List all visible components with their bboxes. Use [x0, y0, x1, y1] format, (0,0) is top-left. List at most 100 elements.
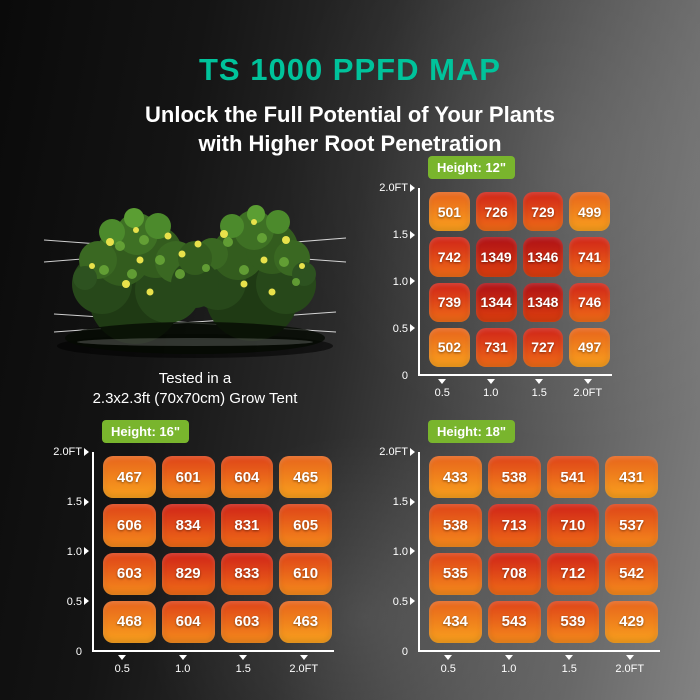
ppfd-value-cell: 601	[161, 456, 215, 499]
plant-photo: Tested in a 2.3x2.3ft (70x70cm) Grow Ten…	[40, 166, 350, 408]
y-axis-tick-icon	[410, 596, 415, 605]
x-axis-tick-label: 1.0	[501, 663, 517, 675]
ppfd-value-cell: 742	[429, 237, 470, 277]
x-axis-tick-icon	[535, 379, 544, 384]
ppfd-value-cell: 538	[429, 504, 482, 547]
ppfd-value-cell: 542	[605, 552, 658, 595]
y-axis-tick-label: 1.5	[392, 229, 408, 241]
x-axis-tick-label: 2.0FT	[573, 387, 603, 399]
ppfd-value-cell: 603	[103, 552, 156, 595]
x-axis-tick-icon	[583, 379, 592, 384]
y-axis-tick-icon	[410, 547, 415, 555]
ppfd-value-cell: 834	[161, 504, 215, 547]
y-axis-tick-label: 1.5	[66, 496, 82, 508]
flower-dots	[89, 219, 305, 296]
y-axis-tick-label: 1.0	[66, 546, 82, 558]
x-axis-labels: 0.5 1.0 1.5 2.0FT	[418, 378, 612, 402]
height-badge: Height: 16"	[102, 420, 190, 443]
ppfd-value-cell: 501	[429, 192, 470, 232]
plot-row: 2.0FT 1.5 1.0 0.5 0 467 601 604 465 606 834 831 605…	[50, 446, 334, 658]
ppfd-chart-height-12: Height: 12" 2.0FT 1.5 1.0 0.5 0 501 726 729 499…	[376, 156, 612, 402]
x-axis-tick-label: 1.5	[561, 663, 577, 675]
ppfd-value-cell: 831	[220, 504, 274, 547]
y-axis-tick-label: 0	[75, 646, 82, 658]
plant-illustration	[43, 205, 347, 358]
height-badge: Height: 12"	[428, 156, 516, 179]
x-axis-tick-label: 1.0	[175, 663, 191, 675]
y-axis-tick-icon	[410, 448, 415, 456]
y-axis-labels: 2.0FT 1.5 1.0 0.5 0	[376, 446, 418, 658]
heatmap-plot: 433 538 541 431 538 713 710 537 535 708 712 542 434 5…	[410, 448, 660, 652]
x-axis-tick-icon	[504, 655, 513, 660]
leaf-highlights	[99, 233, 300, 286]
ppfd-value-cell: 1346	[522, 237, 564, 277]
y-axis-tick-icon	[410, 497, 415, 506]
y-axis-tick-label: 2.0FT	[379, 446, 408, 458]
ppfd-value-cell: 739	[429, 282, 470, 322]
ppfd-value-cell: 468	[103, 600, 156, 643]
foliage-base-shadow	[65, 322, 325, 354]
ppfd-value-cell: 713	[487, 504, 541, 547]
ppfd-value-cell: 1344	[475, 282, 517, 322]
ppfd-value-cell: 604	[161, 600, 215, 643]
ppfd-value-cell: 463	[279, 600, 332, 643]
heatmap-plot: 467 601 604 465 606 834 831 605 603 829 833 610 468 6…	[84, 448, 334, 652]
x-axis-tick-icon	[625, 655, 634, 660]
x-axis-tick-label: 1.5	[235, 663, 251, 675]
ppfd-value-cell: 729	[522, 192, 564, 232]
ppfd-value-cell: 502	[429, 327, 470, 367]
ppfd-chart-height-16: Height: 16" 2.0FT 1.5 1.0 0.5 0 467 601 604 465…	[50, 420, 334, 678]
x-axis-tick-icon	[444, 655, 453, 660]
y-axis-tick-label: 1.0	[392, 546, 408, 558]
y-axis-tick-icon	[410, 323, 415, 332]
y-axis-tick-icon	[84, 497, 89, 506]
ppfd-value-cell: 433	[429, 456, 482, 499]
x-axis-tick-label: 0.5	[440, 663, 456, 675]
y-axis-tick-label: 0	[401, 370, 408, 382]
ppfd-value-cell: 746	[569, 282, 610, 322]
heatmap-plot: 501 726 729 499 742 1349 1346 741 739 1344 1348 746…	[410, 184, 612, 376]
ppfd-value-cell: 741	[569, 237, 610, 277]
y-axis-tick-label: 0.5	[392, 596, 408, 608]
ppfd-chart-height-18: Height: 18" 2.0FT 1.5 1.0 0.5 0 433 538 541 431…	[376, 420, 660, 678]
x-axis-tick-label: 2.0FT	[289, 663, 319, 675]
x-axis-labels: 0.5 1.0 1.5 2.0FT	[92, 654, 334, 678]
ppfd-value-cell: 833	[220, 552, 274, 595]
x-axis-tick-icon	[239, 655, 248, 660]
ppfd-value-cell: 541	[546, 456, 600, 499]
ppfd-value-cell: 606	[103, 504, 156, 547]
y-axis-tick-label: 0	[401, 646, 408, 658]
x-axis-tick-label: 0.5	[434, 387, 450, 399]
x-axis-labels: 0.5 1.0 1.5 2.0FT	[418, 654, 660, 678]
x-axis-tick-icon	[118, 655, 127, 660]
ppfd-value-cell: 467	[103, 456, 156, 499]
ppfd-value-cell: 726	[475, 192, 517, 232]
y-axis-tick-icon	[84, 596, 89, 605]
plot-row: 2.0FT 1.5 1.0 0.5 0 501 726 729 499 742 1349 1346 7…	[376, 182, 612, 382]
ppfd-value-cell: 535	[429, 552, 482, 595]
subtitle-line-2: with Higher Root Penetration	[198, 131, 502, 157]
plant-caption-line-1: Tested in a	[158, 370, 232, 387]
y-axis-tick-label: 2.0FT	[53, 446, 82, 458]
heatmap-grid: 501 726 729 499 742 1349 1346 741 739 1344 1348 746…	[429, 192, 610, 367]
ppfd-value-cell: 543	[487, 600, 541, 643]
x-axis-tick-label: 1.5	[531, 387, 547, 399]
ppfd-value-cell: 603	[220, 600, 274, 643]
page-title: TS 1000 PPFD MAP	[199, 52, 501, 87]
ppfd-value-cell: 497	[569, 327, 610, 367]
y-axis-tick-icon	[410, 230, 415, 239]
heatmap-grid: 433 538 541 431 538 713 710 537 535 708 712 542 434 5…	[429, 456, 658, 643]
x-axis-tick-icon	[486, 379, 495, 384]
ppfd-value-cell: 731	[475, 327, 517, 367]
y-axis-tick-icon	[84, 448, 89, 456]
x-axis-tick-icon	[438, 379, 447, 384]
ppfd-value-cell: 610	[279, 552, 332, 595]
x-axis-tick-icon	[178, 655, 187, 660]
ppfd-value-cell: 708	[487, 552, 541, 595]
ppfd-value-cell: 1349	[475, 237, 517, 277]
y-axis-tick-label: 1.5	[392, 496, 408, 508]
ppfd-value-cell: 434	[429, 600, 482, 643]
y-axis-tick-icon	[84, 547, 89, 555]
x-axis-tick-icon	[299, 655, 308, 660]
y-axis-tick-icon	[410, 184, 415, 192]
